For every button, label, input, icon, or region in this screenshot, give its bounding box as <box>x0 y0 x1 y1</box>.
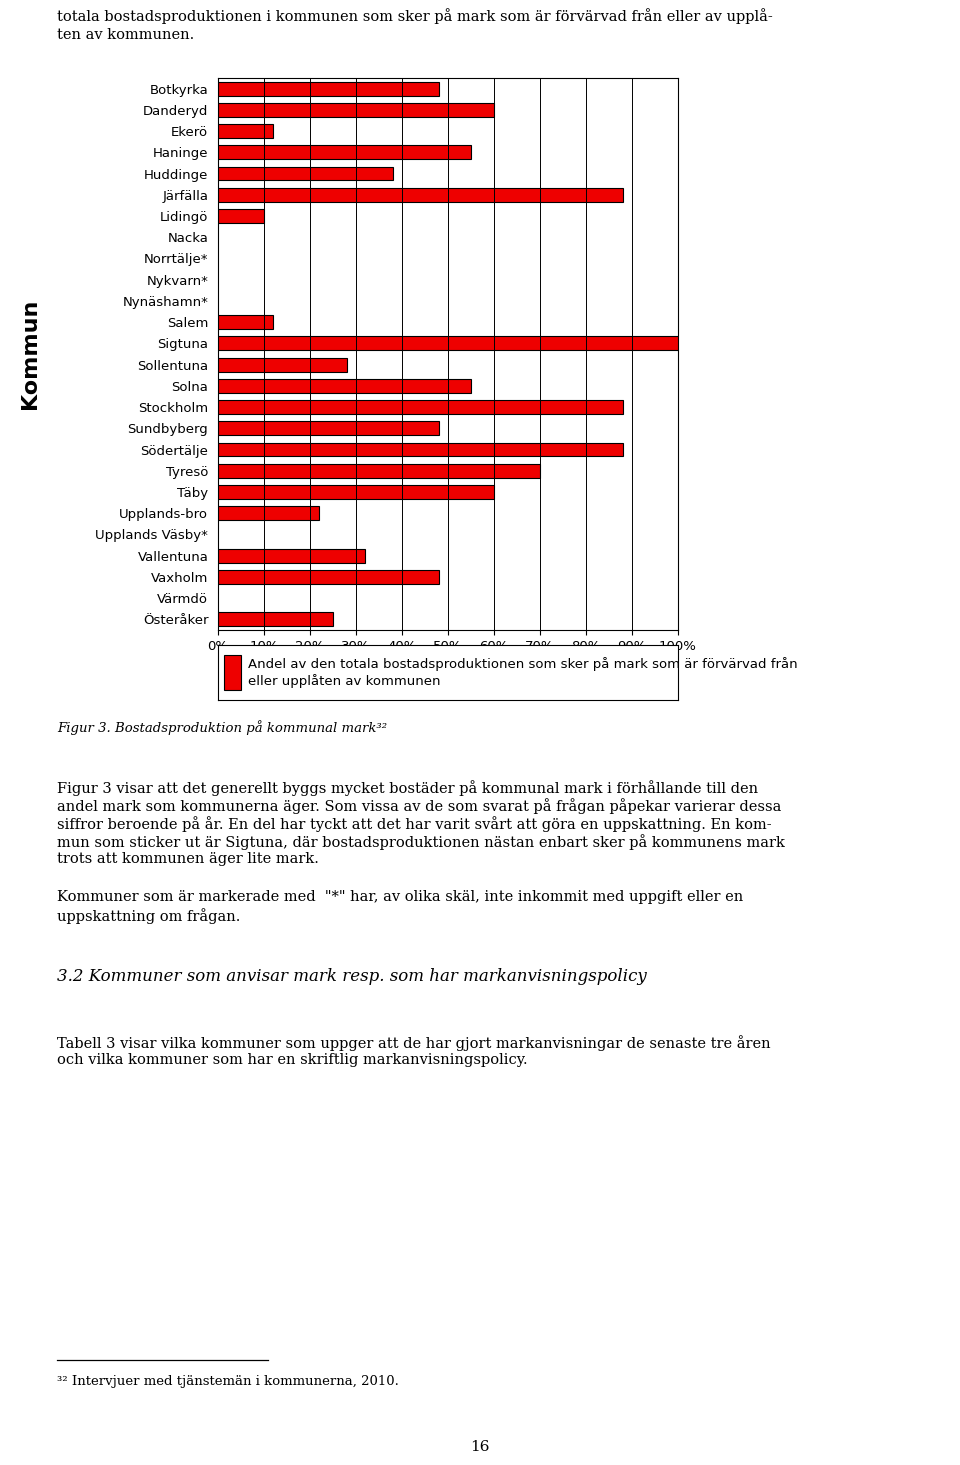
Text: Kommun: Kommun <box>20 299 40 409</box>
FancyBboxPatch shape <box>224 655 241 690</box>
Text: 16: 16 <box>470 1440 490 1453</box>
Bar <box>218 167 393 180</box>
Bar <box>218 485 494 500</box>
Text: Andel av den totala bostadsproduktionen som sker på mark som är förvärvad från
e: Andel av den totala bostadsproduktionen … <box>248 658 798 687</box>
Bar <box>218 337 678 350</box>
Text: andel mark som kommunerna äger. Som vissa av de som svarat på frågan påpekar var: andel mark som kommunerna äger. Som viss… <box>57 798 781 815</box>
Text: trots att kommunen äger lite mark.: trots att kommunen äger lite mark. <box>57 853 319 866</box>
Bar <box>218 145 471 160</box>
Bar <box>218 464 540 478</box>
Text: mun som sticker ut är Sigtuna, där bostadsproduktionen nästan enbart sker på kom: mun som sticker ut är Sigtuna, där bosta… <box>57 834 785 850</box>
Bar <box>218 315 274 330</box>
Bar <box>218 379 471 393</box>
Bar <box>218 188 623 202</box>
Text: Kommuner som är markerade med  "*" har, av olika skäl, inte inkommit med uppgift: Kommuner som är markerade med "*" har, a… <box>57 891 743 904</box>
Bar <box>218 103 494 117</box>
Text: totala bostadsproduktionen i kommunen som sker på mark som är förvärvad från ell: totala bostadsproduktionen i kommunen so… <box>57 7 773 23</box>
Text: ³² Intervjuer med tjänstemän i kommunerna, 2010.: ³² Intervjuer med tjänstemän i kommunern… <box>57 1376 398 1387</box>
Text: 3.2 Kommuner som anvisar mark resp. som har markanvisningspolicy: 3.2 Kommuner som anvisar mark resp. som … <box>57 968 647 984</box>
Bar <box>218 209 264 223</box>
Text: Tabell 3 visar vilka kommuner som uppger att de har gjort markanvisningar de sen: Tabell 3 visar vilka kommuner som uppger… <box>57 1034 771 1050</box>
Text: Figur 3 visar att det generellt byggs mycket bostäder på kommunal mark i förhåll: Figur 3 visar att det generellt byggs my… <box>57 779 758 795</box>
Text: och vilka kommuner som har en skriftlig markanvisningspolicy.: och vilka kommuner som har en skriftlig … <box>57 1053 528 1067</box>
Bar <box>218 570 439 585</box>
Bar <box>218 442 623 457</box>
Bar <box>218 612 333 626</box>
Bar <box>218 357 347 372</box>
Bar <box>218 549 365 563</box>
Bar <box>218 400 623 415</box>
Text: Figur 3. Bostadsproduktion på kommunal mark³²: Figur 3. Bostadsproduktion på kommunal m… <box>57 719 387 735</box>
Text: siffror beroende på år. En del har tyckt att det har varit svårt att göra en upp: siffror beroende på år. En del har tyckt… <box>57 816 772 832</box>
Bar <box>218 82 439 95</box>
Bar <box>218 422 439 435</box>
Bar <box>218 125 274 138</box>
Bar <box>218 507 319 520</box>
Text: uppskattning om frågan.: uppskattning om frågan. <box>57 908 240 924</box>
Text: ten av kommunen.: ten av kommunen. <box>57 28 194 42</box>
